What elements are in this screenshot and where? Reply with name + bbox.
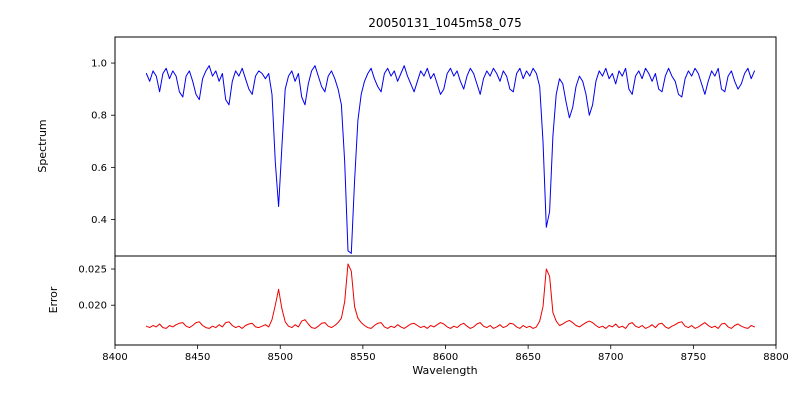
error-spectrum-line <box>145 263 755 329</box>
x-tick-label: 8800 <box>763 352 788 363</box>
x-tick-label: 8400 <box>102 352 127 363</box>
x-tick-label: 8650 <box>515 352 540 363</box>
y-tick-label: 0.4 <box>91 215 107 226</box>
x-tick-label: 8500 <box>268 352 293 363</box>
panel-frame <box>114 255 777 346</box>
y-axis-label-error: Error <box>47 286 60 313</box>
y-axis-label-spectrum: Spectrum <box>36 119 49 172</box>
y-tick-label: 0.8 <box>91 111 107 122</box>
x-axis-label: Wavelength <box>412 364 477 377</box>
x-tick-label: 8450 <box>185 352 210 363</box>
spectrum-panel: 0.4 0.6 0.8 1.0 <box>91 36 777 257</box>
x-tick-label: 8750 <box>681 352 706 363</box>
x-tick-label: 8550 <box>350 352 375 363</box>
y-tick-label: 0.020 <box>78 301 107 312</box>
x-tick-label: 8600 <box>433 352 458 363</box>
chart-title: 20050131_1045m58_075 <box>368 16 521 30</box>
normalized-spectrum-line <box>145 65 755 254</box>
y-tick-label: 0.025 <box>78 265 107 276</box>
panel-frame <box>114 36 777 257</box>
error-panel: 0.020 0.025 <box>78 255 777 346</box>
x-axis-ticks: 8400 8450 8500 8550 8600 8650 8700 8750 8800 <box>102 345 789 363</box>
y-tick-label: 0.6 <box>91 163 107 174</box>
x-tick-label: 8700 <box>598 352 623 363</box>
y-tick-label: 1.0 <box>91 59 107 70</box>
